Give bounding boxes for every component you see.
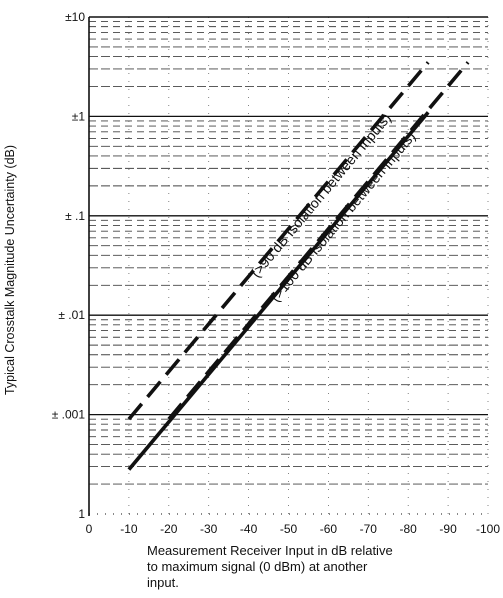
y-tick-label: ± .1 — [65, 209, 85, 223]
y-axis-label: Typical Crosstalk Magnitude Uncertainty … — [3, 145, 17, 395]
x-tick-label: -20 — [160, 522, 178, 536]
series-annotations: (>90 dB Isolation between Inputs)(>100 d… — [247, 110, 418, 305]
chart-series — [127, 61, 470, 471]
y-tick-label: 1 — [78, 507, 85, 521]
x-tick-label: -80 — [400, 522, 418, 536]
series-annotation-3: (>100 dB Isolation between Inputs) — [267, 128, 419, 304]
y-tick-label: ±1 — [72, 109, 86, 123]
x-tick-label: -10 — [120, 522, 138, 536]
x-axis-label: Measurement Receiver Input in dB relativ… — [147, 543, 393, 590]
x-tick-label: -90 — [439, 522, 457, 536]
y-tick-label: ±10 — [65, 10, 85, 24]
x-tick-label: -50 — [280, 522, 298, 536]
series-line-1 — [127, 61, 430, 421]
y-tick-label: ± .01 — [58, 308, 85, 322]
x-tick-label: -60 — [320, 522, 338, 536]
x-tick-labels: 0 -10 -20 -30 -40 -50 -60 -70 -80 -90 -100 — [86, 522, 501, 536]
y-tick-label: ± .001 — [52, 408, 86, 422]
x-tick-label: -40 — [240, 522, 258, 536]
x-tick-label: -30 — [200, 522, 218, 536]
x-tick-label: -100 — [476, 522, 500, 536]
y-tick-labels: 1 ± .001 ± .01 ± .1 ±1 ±10 — [52, 10, 86, 521]
x-tick-label: 0 — [86, 522, 93, 536]
series-line-3 — [167, 61, 470, 421]
x-tick-label: -70 — [360, 522, 378, 536]
chart-axes — [88, 16, 488, 516]
chart-grid — [89, 17, 489, 514]
